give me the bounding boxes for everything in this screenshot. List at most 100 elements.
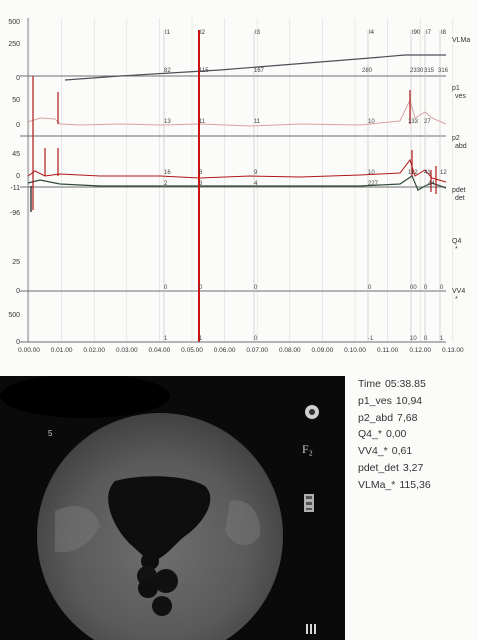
x-tick-label: 0.08.00: [279, 347, 301, 354]
channel-unit: abd: [455, 143, 467, 150]
trace-value-label: 316: [438, 68, 449, 74]
trace-value-label: 11: [199, 119, 206, 125]
trace-value-label: 13: [164, 119, 171, 125]
trace-value-label: 227: [368, 181, 379, 187]
fluoroscopy-image: 5 F₂: [0, 376, 345, 640]
y-tick-label: 0: [16, 339, 20, 346]
trace-value-label: 1: [440, 336, 444, 342]
trace-value-label: 3: [199, 181, 203, 187]
bladder-contrast: [108, 476, 211, 561]
readout-q4: Q4_* 0,00: [358, 428, 407, 441]
p2-trace: [27, 158, 447, 183]
trace-value-label: 0: [368, 285, 372, 291]
channel-unit: det: [455, 195, 465, 202]
channel-unit: ves: [455, 93, 466, 100]
channel-name: VV4: [452, 288, 465, 295]
readout-p2-abd: p2_abd 7,68: [358, 411, 418, 424]
y-tick-label: -96: [10, 210, 20, 217]
marker-label: I7: [426, 30, 432, 36]
readout-pdet: pdet_det 3,27: [358, 461, 424, 474]
bottom-panel: 5 F₂ Time 05:38.85 p1_ves 10,94 p2_abd 7,68…: [0, 374, 479, 640]
marker-label: I4: [369, 30, 375, 36]
y-tick-label: 500: [8, 312, 20, 319]
trace-value-label: 0: [440, 285, 444, 291]
y-tick-label: 500: [8, 19, 20, 26]
trace-value-label: 8: [199, 170, 203, 176]
grip-icon[interactable]: [306, 624, 316, 634]
x-tick-label: 0.09.00: [312, 347, 334, 354]
y-tick-label: 45: [12, 151, 20, 158]
channel-name: VLMa: [452, 37, 470, 44]
trace-value-label: 0: [424, 285, 428, 291]
trace-value-label: 0: [199, 285, 203, 291]
x-tick-label: 0.11.00: [377, 347, 399, 354]
trace-value-label: 0: [164, 285, 168, 291]
side-glyph-icon: F₂: [302, 442, 313, 456]
pdet-trace: [27, 175, 447, 191]
readout-vv4: VV4_* 0,61: [358, 445, 413, 458]
y-tick-label: 25: [12, 259, 20, 266]
channel-unit: *: [455, 296, 458, 303]
marker-label: I8: [441, 30, 447, 36]
y-tick-label: 0: [16, 75, 20, 82]
x-tick-label: 0.04.00: [149, 347, 171, 354]
trace-value-label: 0: [254, 285, 258, 291]
channel-name: Q4: [452, 238, 461, 245]
y-tick-label: 250: [8, 41, 20, 48]
channel-name: p2: [452, 135, 460, 142]
trace-value-label: -1: [368, 336, 374, 342]
value-readout: Time 05:38.85 p1_ves 10,94 p2_abd 7,68 Q4_*…: [358, 376, 476, 494]
x-tick-label: 0.07.00: [246, 347, 268, 354]
y-tick-label: 0: [16, 288, 20, 295]
trace-value-label: 44: [428, 181, 435, 187]
trace-value-label: 11: [254, 119, 261, 125]
x-tick-label: 0.12.00: [409, 347, 431, 354]
trace-value-label: 27: [424, 119, 431, 125]
x-tick-label: 0.10.00: [344, 347, 366, 354]
trace-value-label: 315: [424, 68, 435, 74]
y-tick-label: -11: [10, 185, 20, 192]
trace-value-label: 2: [164, 181, 168, 187]
readout-vlma: VLMa_* 115,36: [358, 478, 431, 491]
trace-value-label: 12: [440, 170, 447, 176]
trace-value-label: 112: [408, 170, 418, 176]
x-tick-label: 0.06.00: [214, 347, 236, 354]
marker-label: I1: [165, 30, 171, 36]
x-tick-label: 0.01.00: [51, 347, 73, 354]
marker-label: I3: [255, 30, 261, 36]
marker-label: I90: [412, 30, 421, 36]
trace-value-label: 10: [368, 170, 375, 176]
readout-p1-ves: p1_ves 10,94: [358, 394, 423, 407]
trace-value-label: 2330: [410, 68, 424, 74]
x-tick-label: 0.02.00: [83, 347, 105, 354]
trace-value-label: 1: [164, 336, 168, 342]
y-tick-label: 0: [16, 173, 20, 180]
channel-name: p1: [452, 85, 460, 92]
channel-name: pdet: [452, 187, 466, 194]
trace-value-label: 167: [254, 68, 265, 74]
trace-value-label: 82: [164, 68, 171, 74]
trace-value-label: 0: [424, 336, 428, 342]
trace-value-label: 280: [362, 68, 373, 74]
trace-value-label: 4: [254, 181, 258, 187]
vlma-trace: [64, 54, 446, 81]
trace-value-label: 16: [164, 170, 171, 176]
y-tick-label: 0: [16, 122, 20, 129]
trace-value-label: 00: [410, 285, 417, 291]
marker-label: I2: [200, 30, 206, 36]
x-tick-label: 0.13.00: [442, 347, 464, 354]
trace-value-label: 0: [254, 336, 258, 342]
trace-value-label: 133: [408, 119, 419, 125]
trace-value-label: 1: [199, 336, 203, 342]
trace-value-label: 10: [368, 119, 375, 125]
trace-value-label: 9: [254, 170, 258, 176]
x-tick-label: 0.03.00: [116, 347, 138, 354]
image-corner-number: 5: [48, 429, 53, 438]
x-tick-label: 0.00.00: [18, 347, 40, 354]
trace-value-label: 10: [410, 336, 417, 342]
readout-time: Time 05:38.85: [358, 378, 426, 390]
y-tick-label: 50: [12, 97, 20, 104]
channel-unit: *: [455, 246, 458, 253]
x-tick-label: 0.05.00: [181, 347, 203, 354]
